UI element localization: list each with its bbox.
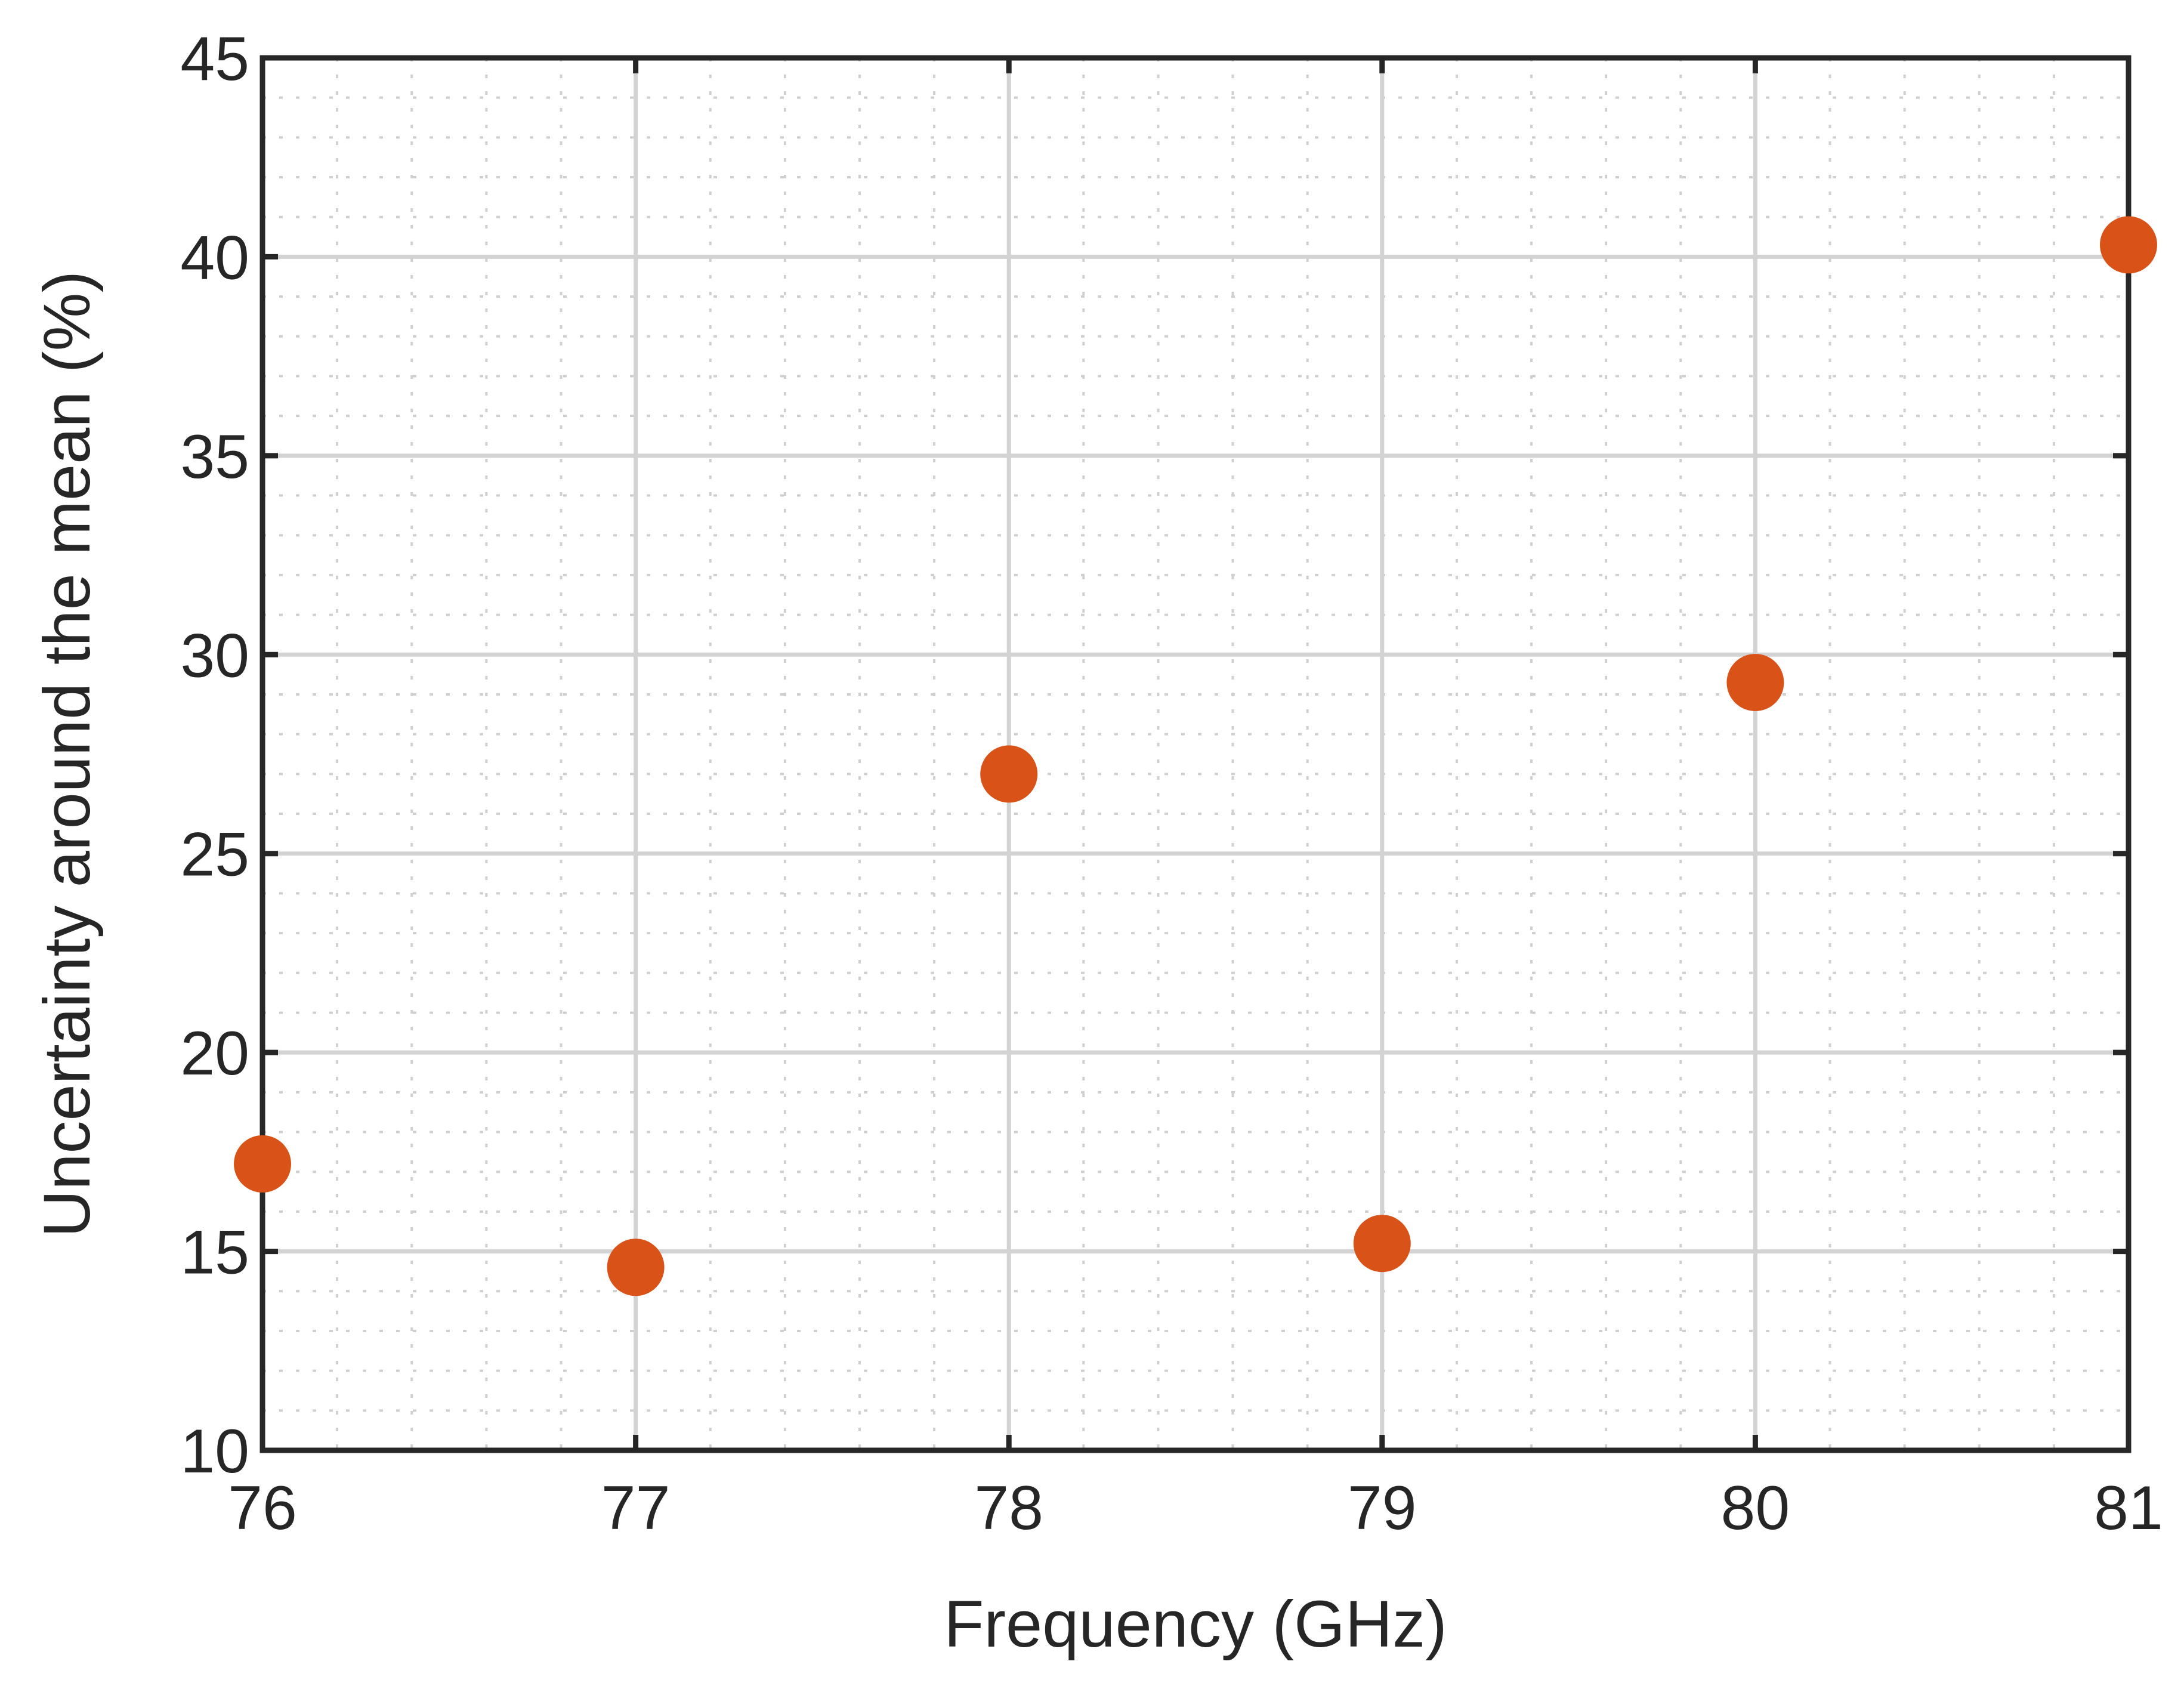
y-tick-label: 40 [180,223,249,292]
y-tick-label: 10 [180,1417,249,1486]
data-point [234,1135,291,1193]
x-tick-label: 77 [601,1474,671,1543]
data-point [1353,1215,1411,1273]
x-tick-label: 80 [1721,1474,1790,1543]
data-points [234,216,2157,1296]
y-tick-label: 25 [180,820,249,890]
y-tick-label: 35 [180,422,249,492]
y-tick-labels: 10 15 20 25 30 35 40 45 [180,24,249,1486]
x-tick-labels: 76 77 78 79 80 81 [228,1474,2163,1543]
x-axis-label: Frequency (GHz) [944,1588,1447,1661]
y-tick-label: 45 [180,24,249,94]
y-tick-label: 20 [180,1019,249,1088]
x-tick-label: 76 [228,1474,297,1543]
major-grid [262,58,2129,1450]
y-tick-label: 30 [180,621,249,690]
x-tick-label: 79 [1348,1474,1417,1543]
y-axis-label: Uncertainty around the mean (%) [30,271,104,1237]
data-point [607,1239,665,1296]
x-tick-label: 78 [974,1474,1043,1543]
data-point [1726,653,1784,711]
data-point [2100,216,2157,274]
minor-grid [262,58,2129,1450]
y-tick-label: 15 [180,1218,249,1287]
x-tick-label: 81 [2094,1474,2163,1543]
axis-ticks [260,55,2132,1453]
data-point [980,745,1038,803]
plot-frame [260,55,2132,1453]
